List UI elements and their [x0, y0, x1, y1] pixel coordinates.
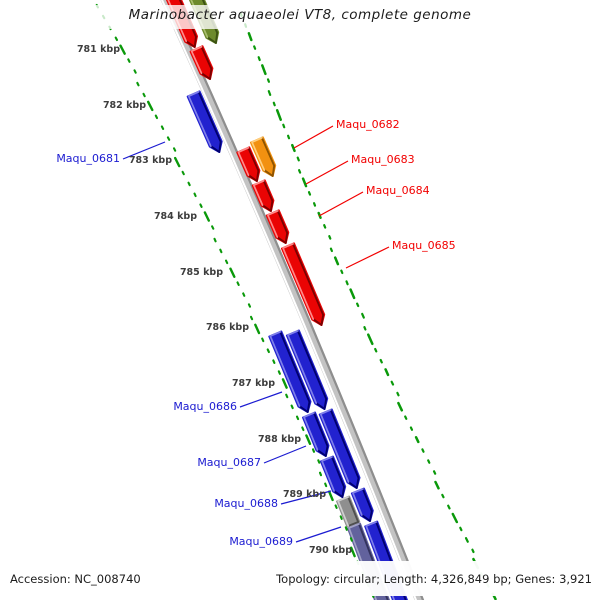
- footer-band: [0, 561, 600, 596]
- gene-label-maqu-0681: Maqu_0681: [56, 152, 120, 165]
- gene-label-maqu-0683: Maqu_0683: [351, 153, 415, 166]
- gene-label-maqu-0684: Maqu_0684: [366, 184, 430, 197]
- leader-line: [295, 526, 342, 543]
- ruler-label-788: 788 kbp: [257, 434, 301, 445]
- ruler-label-784: 784 kbp: [153, 211, 197, 222]
- gene-features: [165, 0, 409, 600]
- text-bands: [0, 5, 600, 596]
- ruler-label-785: 785 kbp: [179, 267, 223, 278]
- gene-maqu-0684: [265, 209, 290, 244]
- leader-line: [345, 246, 390, 269]
- gene-maqu-0682: [250, 136, 277, 177]
- gene-red-mid: [251, 179, 275, 212]
- leader-line: [305, 160, 349, 185]
- ruler-label-781: 781 kbp: [76, 44, 120, 55]
- backbone-ribbon: [160, 0, 425, 600]
- gene-maqu-0683: [236, 146, 261, 182]
- leader-line: [318, 191, 364, 217]
- leader-line: [239, 391, 283, 408]
- leader-line: [280, 490, 332, 505]
- leader-line: [263, 445, 307, 464]
- ruler-label-787: 787 kbp: [231, 378, 275, 389]
- ruler-label-783: 783 kbp: [128, 155, 172, 166]
- gene-gray: [336, 495, 361, 528]
- title-band: [0, 5, 600, 29]
- gene-blue-inner-2: [318, 408, 361, 489]
- gene-label-maqu-0685: Maqu_0685: [392, 239, 456, 252]
- gene-maqu-0681: [186, 90, 223, 153]
- gene-label-maqu-0687: Maqu_0687: [197, 456, 261, 469]
- gene-blue-inner-1: [285, 329, 329, 410]
- leader-line: [122, 141, 166, 160]
- topology-stats-text: Topology: circular; Length: 4,326,849 bp…: [276, 572, 592, 586]
- gene-blue-inner-3: [350, 487, 374, 522]
- gene-maqu-0685: [281, 242, 326, 326]
- label-leader-lines: [122, 125, 390, 543]
- gene-label-maqu-0689: Maqu_0689: [229, 535, 293, 548]
- ruler-label-786: 786 kbp: [205, 322, 249, 333]
- ruler-label-789: 789 kbp: [282, 489, 326, 500]
- gene-top-red-2: [189, 45, 214, 80]
- leader-line: [293, 125, 334, 149]
- page-title: Marinobacter aquaeolei VT8, complete gen…: [128, 7, 472, 23]
- gene-label-maqu-0682: Maqu_0682: [336, 118, 400, 131]
- gene-blue-outer-2: [302, 411, 330, 457]
- gene-label-maqu-0686: Maqu_0686: [173, 400, 237, 413]
- accession-text: Accession: NC_008740: [10, 572, 141, 586]
- gene-label-maqu-0688: Maqu_0688: [214, 497, 278, 510]
- ruler-label-790: 790 kbp: [308, 545, 352, 556]
- gene-maqu-0686: [268, 330, 312, 413]
- ruler-label-782: 782 kbp: [102, 100, 146, 111]
- gene-maqu-0688: [319, 455, 347, 498]
